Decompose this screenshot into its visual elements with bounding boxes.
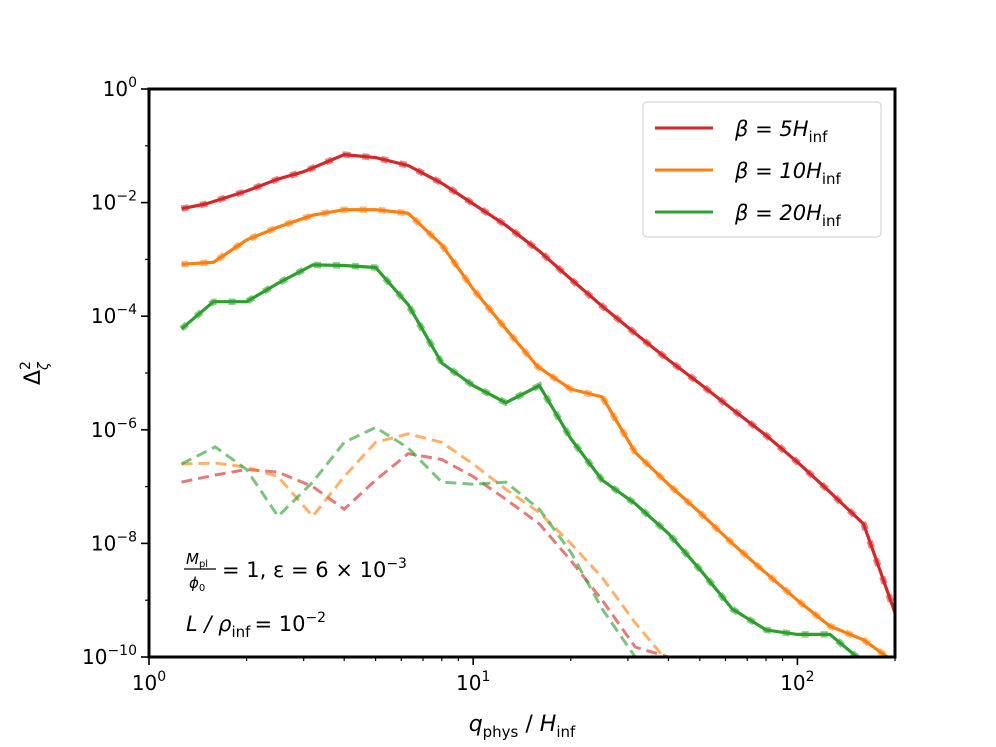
y-tick-label: 10−6	[91, 416, 137, 442]
y-tick-label: 10−2	[91, 189, 137, 215]
parameter-annotation: Mpl ϕ0 = 1, ε = 6 × 10−3 L / ρinf = 10−2	[184, 550, 407, 641]
legend: β = 5Hinf β = 10Hinf β = 20Hinf	[642, 101, 882, 238]
x-tick-label: 100	[132, 669, 166, 695]
fraction-numerator: Mpl	[186, 550, 208, 570]
tick-layer: 100 101 102 100 10−2 10−4 10−6 10−8 10−10	[82, 75, 896, 695]
legend-label-beta10: β = 10Hinf	[734, 159, 842, 188]
y-axis-label: Δ2 ζ	[18, 361, 52, 385]
annotation-line1-rest: = 1, ε = 6 × 10−3	[222, 556, 407, 582]
series-overlay-beta5	[180, 151, 895, 614]
series-dashed-beta10	[181, 432, 666, 657]
svg-text:Δ2ζ: Δ2 ζ	[18, 361, 52, 385]
series-dashed-beta20	[180, 425, 637, 657]
y-tick-label: 10−8	[91, 529, 137, 555]
y-tick-label: 10−4	[91, 302, 137, 328]
x-tick-label: 101	[456, 669, 490, 695]
legend-label-beta5: β = 5Hinf	[734, 117, 828, 146]
series-layer	[179, 151, 895, 657]
x-tick-label: 102	[780, 669, 814, 695]
y-tick-label: 10−10	[82, 643, 137, 669]
fraction-denominator: ϕ0	[189, 574, 205, 594]
series-overlay-beta20	[179, 261, 863, 657]
legend-box	[642, 101, 882, 238]
legend-label-beta20: β = 20Hinf	[734, 201, 842, 230]
annotation-line2: L / ρinf = 10−2	[186, 610, 326, 641]
series-overlay-beta10	[181, 206, 893, 657]
x-axis-label: qphys / Hinf	[469, 712, 576, 741]
y-tick-label: 100	[103, 75, 137, 101]
